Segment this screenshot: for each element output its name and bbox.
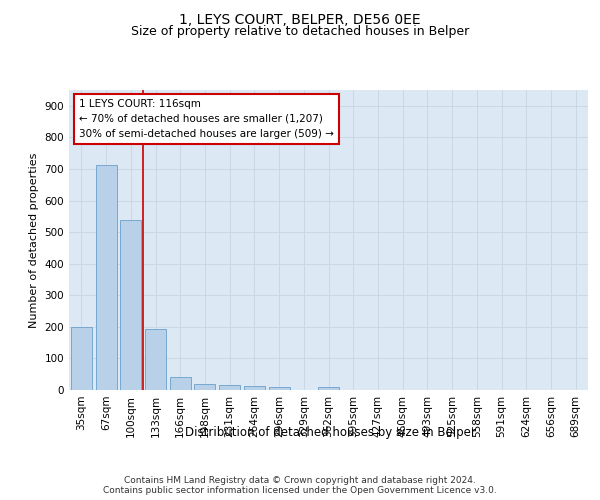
Text: Contains public sector information licensed under the Open Government Licence v3: Contains public sector information licen… — [103, 486, 497, 495]
Bar — [120, 220, 141, 390]
Bar — [219, 386, 240, 390]
Bar — [145, 329, 166, 390]
Bar — [194, 384, 215, 390]
Bar — [244, 386, 265, 390]
Text: Distribution of detached houses by size in Belper: Distribution of detached houses by size … — [185, 426, 475, 439]
Bar — [71, 326, 92, 390]
Bar — [269, 387, 290, 390]
Text: 1, LEYS COURT, BELPER, DE56 0EE: 1, LEYS COURT, BELPER, DE56 0EE — [179, 12, 421, 26]
Bar — [95, 164, 116, 390]
Bar — [318, 387, 339, 390]
Text: Size of property relative to detached houses in Belper: Size of property relative to detached ho… — [131, 25, 469, 38]
Text: Contains HM Land Registry data © Crown copyright and database right 2024.: Contains HM Land Registry data © Crown c… — [124, 476, 476, 485]
Text: 1 LEYS COURT: 116sqm
← 70% of detached houses are smaller (1,207)
30% of semi-de: 1 LEYS COURT: 116sqm ← 70% of detached h… — [79, 99, 334, 138]
Y-axis label: Number of detached properties: Number of detached properties — [29, 152, 39, 328]
Bar — [170, 376, 191, 390]
